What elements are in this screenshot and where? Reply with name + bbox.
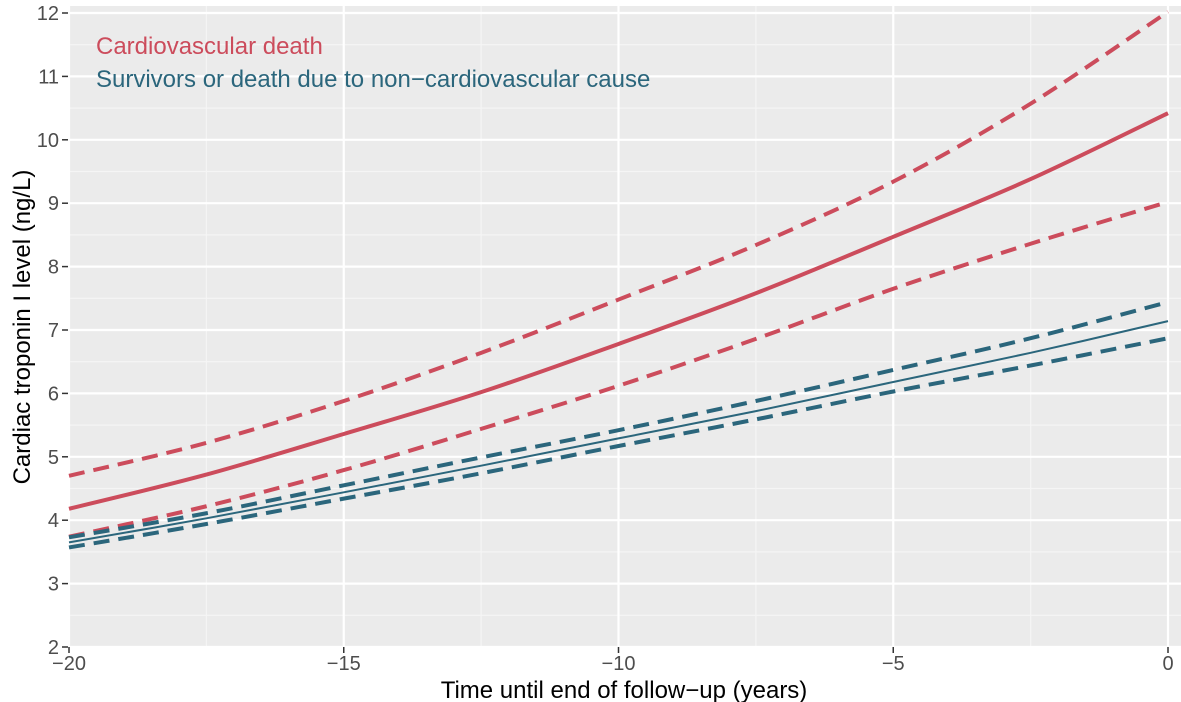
y-tick-label: 12	[37, 3, 59, 25]
y-axis-title: Cardiac troponin I level (ng/L)	[9, 170, 36, 485]
survivors-lower-ci-line	[68, 336, 1169, 550]
axis-ticks: 2 3 4 5 6 7 8 9 10 11 12 −20 −15 −10 −5 0	[37, 3, 1174, 675]
y-tick-label: 2	[48, 637, 59, 659]
x-tick-label: −10	[602, 653, 636, 675]
legend: Cardiovascular death Survivors or death d…	[96, 33, 650, 93]
y-tick-label: 11	[38, 66, 59, 88]
y-tick-label: 10	[37, 130, 59, 152]
y-tick-label: 4	[48, 510, 59, 532]
y-tick-label: 8	[48, 257, 59, 279]
legend-label-cardiovascular-death: Cardiovascular death	[96, 33, 323, 60]
survivors-upper-ci-line	[68, 300, 1169, 540]
cardiovascular-death-upper-ci-line	[68, 10, 1170, 478]
survivors-estimate-line	[68, 320, 1169, 544]
x-axis-title: Time until end of follow−up (years)	[441, 677, 808, 702]
plot-panel	[68, 6, 1181, 647]
x-tick-label: 0	[1162, 653, 1173, 675]
series-layer	[68, 10, 1170, 550]
x-tick-label: −5	[882, 653, 905, 675]
y-tick-label: 6	[48, 383, 59, 405]
y-tick-label: 5	[48, 447, 59, 469]
y-tick-label: 9	[48, 193, 59, 215]
x-tick-label: −15	[327, 653, 361, 675]
x-tick-label: −20	[52, 653, 86, 675]
y-tick-label: 7	[48, 320, 59, 342]
major-grid	[67, 6, 1181, 649]
y-tick-label: 3	[48, 574, 59, 596]
cardiovascular-death-estimate-line	[68, 111, 1169, 511]
cardiovascular-death-lower-ci-line	[68, 200, 1169, 539]
legend-label-survivors: Survivors or death due to non−cardiovasc…	[96, 66, 650, 93]
